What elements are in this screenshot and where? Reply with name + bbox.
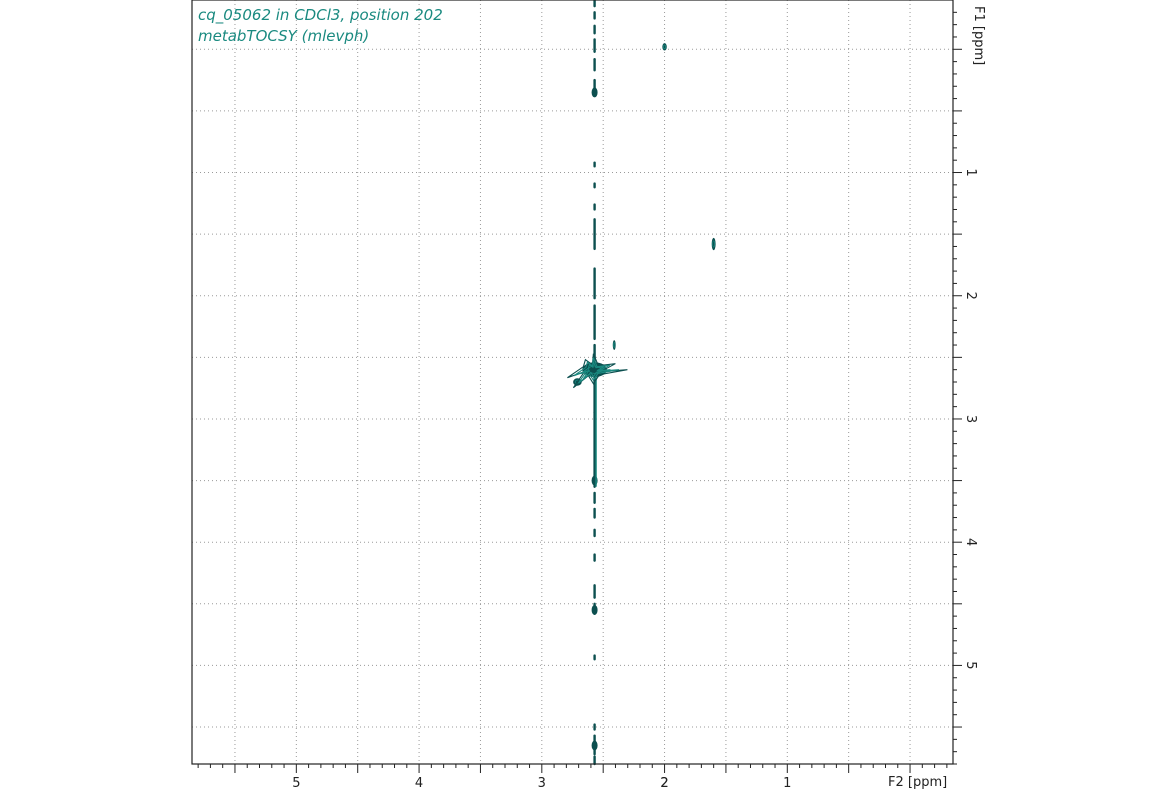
y-tick-label: 5 xyxy=(963,661,978,669)
y-tick-label: 3 xyxy=(963,415,978,423)
y-tick-label: 4 xyxy=(963,538,978,546)
multiplet-contour xyxy=(567,353,628,389)
plot-frame xyxy=(191,0,954,765)
ridge-blob xyxy=(591,740,598,751)
x-axis-label: F2 [ppm] xyxy=(888,775,947,790)
y-axis: 1 2 3 4 5 xyxy=(953,11,978,765)
x-axis: 5 4 3 2 12 xyxy=(197,764,948,791)
multiplet-contour xyxy=(580,361,611,380)
x-tick-label: 4 xyxy=(415,776,423,791)
peak-inner-contour xyxy=(663,44,667,50)
title-line-2: metabTOCSY (mlevph) xyxy=(198,27,370,45)
x-tick-label: 3 xyxy=(538,776,546,791)
grid xyxy=(192,0,953,764)
title-line-1: cq_05062 in CDCl3, position 202 xyxy=(198,6,443,24)
peak xyxy=(662,43,667,51)
peak-inner-contour xyxy=(613,342,616,348)
ridge-blob xyxy=(591,604,598,615)
y-tick-label: 2 xyxy=(963,292,978,300)
peak xyxy=(711,237,716,251)
y-axis-label: F1 [ppm] xyxy=(971,6,986,65)
peak-inner-contour xyxy=(712,240,716,248)
contour-layer xyxy=(567,0,716,766)
multiplet-contour xyxy=(573,357,619,384)
x-tick-label: 5 xyxy=(292,776,300,791)
peak xyxy=(612,340,616,350)
x-tick-label: 2 xyxy=(660,776,668,791)
ridge-blob xyxy=(591,87,598,98)
x-tick-label: 2 xyxy=(660,776,668,791)
y-tick-label: 1 xyxy=(963,168,978,176)
x-tick-label: 1 xyxy=(783,776,791,791)
